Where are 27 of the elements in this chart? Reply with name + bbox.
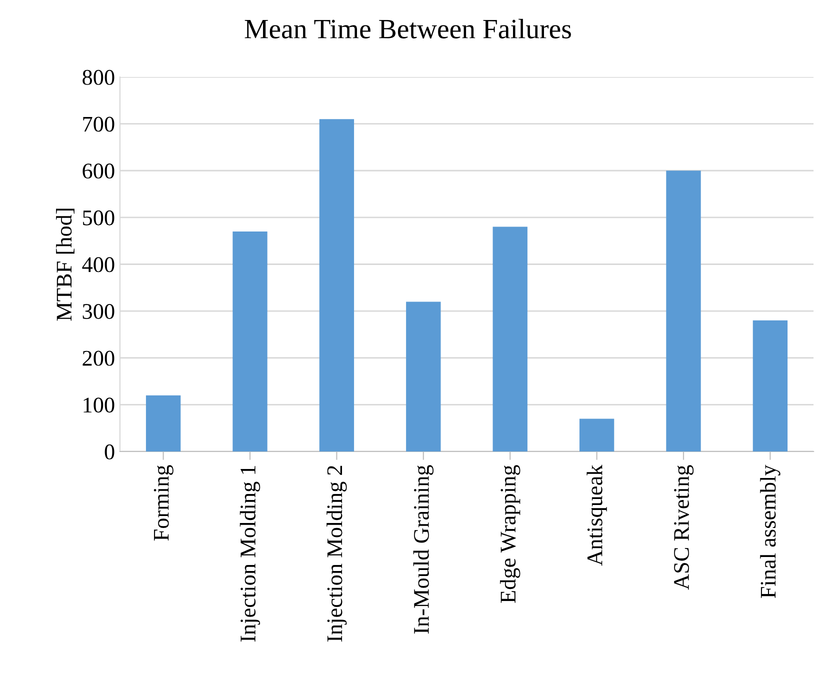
x-tick-label: ASC Riveting [674, 465, 694, 590]
y-tick-label: 500 [83, 210, 114, 226]
x-tick-label: Injection Molding 2 [326, 466, 347, 642]
y-tick-label: 100 [84, 398, 114, 413]
y-tick-label: 600 [82, 164, 114, 179]
chart-title: Mean Time Between Failures [244, 18, 571, 38]
x-tick-label: In-Mould Graining [413, 465, 434, 634]
bar [406, 302, 441, 452]
x-tick-label: Final assembly [760, 464, 780, 598]
y-tick-label: 0 [104, 444, 114, 460]
y-tick-label: 200 [82, 350, 114, 366]
bar [579, 418, 614, 452]
x-tick-label: Forming [154, 465, 174, 541]
y-tick-label: 400 [82, 257, 114, 272]
bar [232, 231, 268, 452]
bar [666, 170, 701, 452]
bar [146, 395, 181, 452]
y-tick-label: 700 [83, 116, 114, 132]
y-tick-label: 300 [82, 304, 114, 319]
bar [752, 320, 788, 452]
y-axis-title: MTBF [hod] [56, 208, 74, 321]
bar [319, 119, 354, 452]
x-tick-label: Edge Wrapping [500, 465, 520, 603]
x-tick-label: Antisqueak [586, 464, 607, 566]
bar [492, 226, 528, 452]
y-tick-label: 800 [82, 70, 114, 85]
x-tick-label: Injection Molding 1 [240, 466, 260, 642]
